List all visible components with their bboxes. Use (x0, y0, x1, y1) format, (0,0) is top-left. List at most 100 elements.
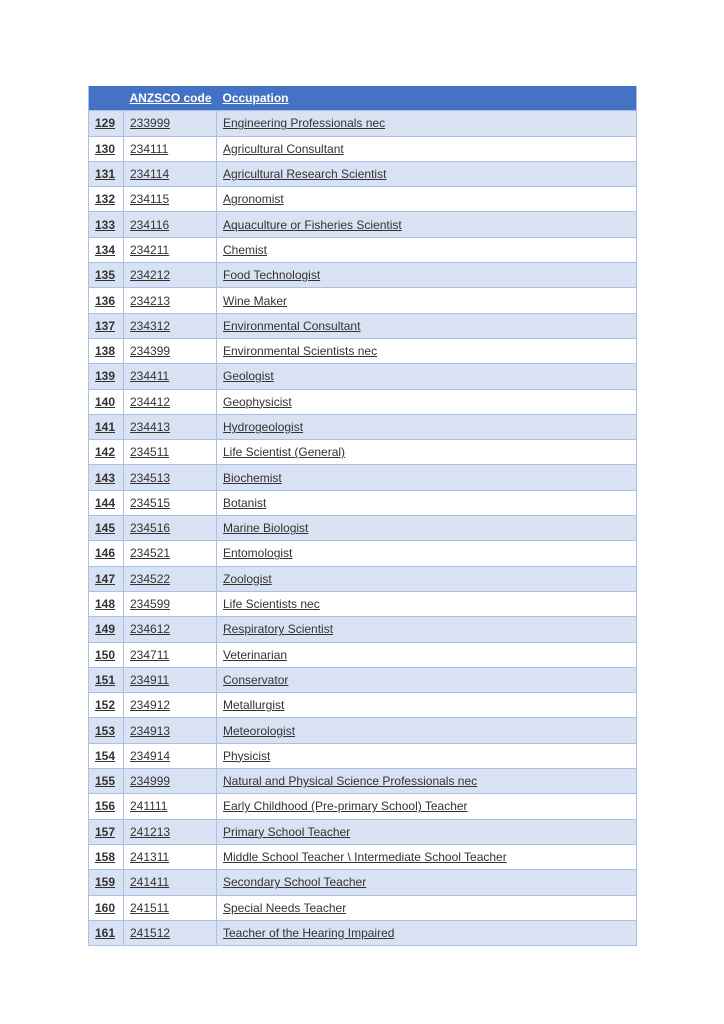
anzsco-code-link[interactable]: 234914 (130, 748, 171, 763)
anzsco-code-link[interactable]: 234213 (130, 293, 171, 308)
occupation-link[interactable]: Chemist (223, 242, 268, 257)
anzsco-code-link[interactable]: 233999 (130, 116, 171, 131)
occupation-link[interactable]: Teacher of the Hearing Impaired (223, 925, 395, 940)
row-index-link[interactable]: 154 (95, 748, 116, 763)
anzsco-code-link[interactable]: 241411 (130, 875, 170, 890)
anzsco-code-link[interactable]: 234413 (130, 420, 171, 434)
row-index-link[interactable]: 148 (95, 597, 116, 612)
occupation-link[interactable]: Zoologist (223, 571, 272, 586)
occupation-link[interactable]: Botanist (223, 495, 267, 510)
row-index-link[interactable]: 149 (95, 622, 116, 637)
occupation-link[interactable]: Life Scientist (General) (223, 445, 346, 460)
anzsco-code-link[interactable]: 234312 (130, 318, 171, 333)
occupation-link[interactable]: Engineering Professionals nec (223, 116, 386, 131)
anzsco-code-link[interactable]: 234116 (130, 217, 170, 232)
row-index-link[interactable]: 147 (95, 571, 116, 586)
occupation-link[interactable]: Environmental Consultant (223, 318, 361, 333)
anzsco-code-link[interactable]: 234399 (130, 344, 171, 359)
row-index-link[interactable]: 161 (95, 925, 116, 940)
anzsco-code-link[interactable]: 234212 (130, 268, 171, 283)
occupation-link[interactable]: Entomologist (223, 546, 293, 561)
anzsco-code-link[interactable]: 234599 (130, 597, 171, 612)
row-index-link[interactable]: 133 (95, 217, 116, 232)
anzsco-code-link[interactable]: 234711 (130, 647, 170, 662)
occupation-link[interactable]: Life Scientists nec (223, 597, 320, 612)
occupation-link[interactable]: Physicist (223, 748, 271, 763)
row-index-link[interactable]: 158 (95, 850, 116, 865)
row-index-link[interactable]: 159 (95, 875, 116, 890)
anzsco-code-link[interactable]: 234511 (130, 445, 170, 460)
occupation-link[interactable]: Environmental Scientists nec (223, 344, 378, 359)
row-index-link[interactable]: 131 (95, 167, 116, 182)
row-index-link[interactable]: 157 (95, 824, 116, 839)
row-index-link[interactable]: 134 (95, 242, 116, 257)
anzsco-code-link[interactable]: 234515 (130, 495, 171, 510)
row-index-link[interactable]: 143 (95, 470, 116, 485)
row-index-link[interactable]: 156 (95, 799, 116, 814)
occupation-link[interactable]: Primary School Teacher (223, 824, 351, 839)
anzsco-code-link[interactable]: 234411 (130, 369, 170, 384)
occupation-link[interactable]: Aquaculture or Fisheries Scientist (223, 217, 402, 232)
row-index-link[interactable]: 151 (95, 672, 116, 687)
row-index-link[interactable]: 146 (95, 546, 116, 561)
occupation-link[interactable]: Veterinarian (223, 647, 288, 662)
anzsco-code-link[interactable]: 234912 (130, 698, 171, 713)
row-index-link[interactable]: 138 (95, 344, 116, 359)
occupation-link[interactable]: Marine Biologist (223, 521, 309, 536)
occupation-link[interactable]: Meteorologist (223, 723, 296, 738)
row-index-link[interactable]: 160 (95, 900, 116, 915)
row-index-link[interactable]: 139 (95, 369, 116, 384)
row-index-link[interactable]: 136 (95, 293, 116, 308)
anzsco-code-link[interactable]: 234513 (130, 470, 171, 485)
anzsco-code-link[interactable]: 234111 (130, 141, 169, 156)
anzsco-code-link[interactable]: 234911 (130, 672, 170, 687)
occupation-link[interactable]: Secondary School Teacher (223, 875, 367, 890)
occupation-link[interactable]: Food Technologist (223, 268, 321, 283)
anzsco-code-link[interactable]: 234211 (130, 242, 170, 257)
anzsco-code-link[interactable]: 234114 (130, 167, 170, 182)
occupation-link[interactable]: Respiratory Scientist (223, 622, 334, 637)
occupation-link[interactable]: Conservator (223, 672, 289, 687)
row-index-link[interactable]: 145 (95, 521, 116, 536)
occupation-link[interactable]: Natural and Physical Science Professiona… (223, 774, 478, 789)
row-index-link[interactable]: 140 (95, 394, 116, 409)
row-index-link[interactable]: 152 (95, 698, 116, 713)
anzsco-code-link[interactable]: 241111 (130, 799, 168, 814)
occupation-link[interactable]: Biochemist (223, 470, 282, 485)
occupation-link[interactable]: Special Needs Teacher (223, 900, 347, 915)
row-index-link[interactable]: 129 (95, 116, 116, 131)
anzsco-code-link[interactable]: 234612 (130, 622, 171, 637)
row-index-link[interactable]: 150 (95, 647, 116, 662)
anzsco-code-link[interactable]: 241213 (130, 824, 171, 839)
anzsco-code-link[interactable]: 241512 (130, 925, 171, 940)
anzsco-code-link[interactable]: 241511 (130, 900, 170, 915)
occupation-link[interactable]: Metallurgist (223, 698, 285, 713)
row-index-link[interactable]: 135 (95, 268, 116, 283)
occupation-link[interactable]: Agronomist (223, 192, 284, 207)
row-index-link[interactable]: 155 (95, 774, 116, 789)
row-index-link[interactable]: 141 (95, 420, 116, 434)
row-index-link[interactable]: 130 (95, 141, 116, 156)
row-index-link[interactable]: 132 (95, 192, 116, 207)
occupation-link[interactable]: Agricultural Research Scientist (223, 167, 387, 182)
header-occupation[interactable]: Occupation (216, 86, 637, 111)
header-anzsco-code[interactable]: ANZSCO code (123, 86, 217, 111)
anzsco-code-link[interactable]: 234521 (130, 546, 171, 561)
occupation-link[interactable]: Wine Maker (223, 293, 288, 308)
occupation-link[interactable]: Middle School Teacher \ Intermediate Sch… (223, 850, 507, 865)
anzsco-code-link[interactable]: 234522 (130, 571, 171, 586)
occupation-link[interactable]: Geophysicist (223, 394, 292, 409)
anzsco-code-link[interactable]: 241311 (130, 850, 170, 865)
occupation-link[interactable]: Early Childhood (Pre-primary School) Tea… (223, 799, 468, 814)
anzsco-code-link[interactable]: 234999 (130, 774, 171, 789)
row-index-link[interactable]: 144 (95, 495, 116, 510)
anzsco-code-link[interactable]: 234115 (130, 192, 170, 207)
occupation-link[interactable]: Agricultural Consultant (223, 141, 344, 156)
occupation-link[interactable]: Geologist (223, 369, 274, 384)
row-index-link[interactable]: 137 (95, 318, 116, 333)
anzsco-code-link[interactable]: 234516 (130, 521, 171, 536)
row-index-link[interactable]: 153 (95, 723, 116, 738)
anzsco-code-link[interactable]: 234913 (130, 723, 171, 738)
occupation-link[interactable]: Hydrogeologist (223, 420, 304, 434)
anzsco-code-link[interactable]: 234412 (130, 394, 171, 409)
